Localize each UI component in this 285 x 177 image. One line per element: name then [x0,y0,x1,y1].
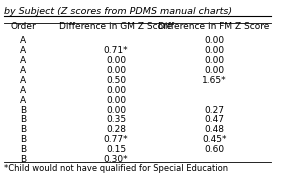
Text: B: B [20,145,26,154]
Text: A: A [20,96,26,105]
Text: B: B [20,106,26,115]
Text: 0.00: 0.00 [106,56,126,65]
Text: by Subject (Z scores from PDMS manual charts): by Subject (Z scores from PDMS manual ch… [4,7,232,16]
Text: B: B [20,116,26,124]
Text: A: A [20,76,26,85]
Text: 0.00: 0.00 [106,86,126,95]
Text: 0.77*: 0.77* [104,135,128,144]
Text: 0.00: 0.00 [204,56,224,65]
Text: 0.47: 0.47 [204,116,224,124]
Text: B: B [20,135,26,144]
Text: A: A [20,66,26,75]
Text: 0.00: 0.00 [106,96,126,105]
Text: 0.50: 0.50 [106,76,126,85]
Text: Difference in GM Z Score: Difference in GM Z Score [59,22,173,31]
Text: 0.60: 0.60 [204,145,224,154]
Text: B: B [20,125,26,134]
Text: Order: Order [10,22,36,31]
Text: 0.35: 0.35 [106,116,126,124]
Text: A: A [20,36,26,45]
Text: A: A [20,56,26,65]
Text: Difference in FM Z Score: Difference in FM Z Score [158,22,270,31]
Text: 0.71*: 0.71* [104,46,128,55]
Text: 0.00: 0.00 [204,66,224,75]
Text: 0.48: 0.48 [204,125,224,134]
Text: 0.00: 0.00 [204,46,224,55]
Text: 0.00: 0.00 [204,36,224,45]
Text: *Child would not have qualified for Special Education: *Child would not have qualified for Spec… [4,164,228,173]
Text: 0.27: 0.27 [204,106,224,115]
Text: 0.30*: 0.30* [104,155,128,164]
Text: 1.65*: 1.65* [202,76,227,85]
Text: 0.45*: 0.45* [202,135,226,144]
Text: 0.15: 0.15 [106,145,126,154]
Text: 0.00: 0.00 [106,66,126,75]
Text: 0.00: 0.00 [106,106,126,115]
Text: A: A [20,46,26,55]
Text: A: A [20,86,26,95]
Text: B: B [20,155,26,164]
Text: 0.28: 0.28 [106,125,126,134]
